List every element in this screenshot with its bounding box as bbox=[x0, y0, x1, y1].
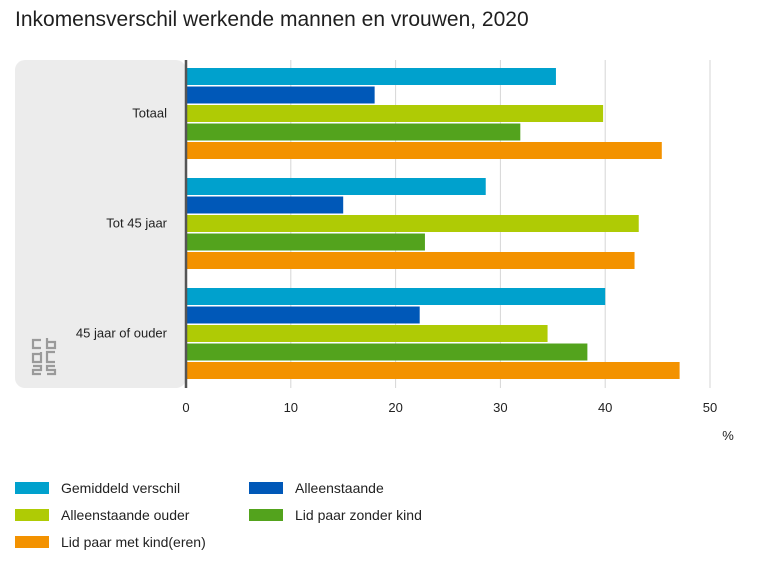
legend-swatch bbox=[249, 509, 283, 521]
category-label: Totaal bbox=[132, 106, 167, 121]
category-panel bbox=[15, 60, 186, 388]
legend-item: Lid paar zonder kind bbox=[249, 507, 422, 523]
chart-title: Inkomensverschil werkende mannen en vrou… bbox=[15, 8, 529, 31]
x-tick-label: 50 bbox=[703, 400, 717, 415]
legend-item: Gemiddeld verschil bbox=[15, 480, 180, 496]
bar-1-1 bbox=[186, 68, 556, 85]
bar-3-4 bbox=[186, 343, 588, 361]
legend-swatch bbox=[15, 509, 49, 521]
legend-swatch bbox=[15, 482, 49, 494]
legend-label: Lid paar zonder kind bbox=[295, 507, 422, 523]
logo-stroke bbox=[31, 364, 43, 376]
bar-1-5 bbox=[186, 142, 662, 159]
bar-2-5 bbox=[186, 252, 635, 269]
legend-item: Alleenstaande bbox=[249, 480, 384, 496]
bar-3-3 bbox=[186, 325, 548, 342]
x-tick-label: 40 bbox=[598, 400, 612, 415]
chart-legend: Gemiddeld verschil Alleenstaande Alleensta… bbox=[15, 480, 755, 560]
bar-3-5 bbox=[186, 362, 680, 379]
legend-label: Gemiddeld verschil bbox=[61, 480, 181, 496]
legend-label: Lid paar met kind(eren) bbox=[61, 534, 206, 550]
legend-label: Alleenstaande ouder bbox=[61, 507, 190, 523]
bar-chart: Totaal Tot 45 jaar 45 jaar of ouder 0 10 20 30… bbox=[15, 60, 734, 443]
bar-2-2 bbox=[186, 196, 344, 214]
logo-stroke bbox=[31, 352, 43, 364]
bar-1-4 bbox=[186, 123, 521, 141]
logo-stroke bbox=[45, 350, 55, 364]
bar-1-3 bbox=[186, 105, 604, 122]
legend-label: Alleenstaande bbox=[295, 480, 384, 496]
x-tick-label: 20 bbox=[388, 400, 402, 415]
legend-item: Alleenstaande ouder bbox=[15, 507, 189, 523]
x-tick-label: 0 bbox=[182, 400, 189, 415]
bar-2-4 bbox=[186, 233, 425, 251]
category-label: 45 jaar of ouder bbox=[76, 326, 168, 341]
legend-swatch bbox=[15, 536, 49, 548]
cbs-logo-icon bbox=[31, 338, 57, 376]
bar-2-1 bbox=[186, 178, 486, 195]
category-label: Tot 45 jaar bbox=[106, 216, 167, 231]
logo-stroke bbox=[45, 364, 57, 376]
legend-swatch bbox=[249, 482, 283, 494]
bar-2-3 bbox=[186, 215, 639, 232]
x-axis-unit-label: % bbox=[722, 428, 734, 443]
logo-stroke bbox=[45, 338, 57, 350]
bar-3-2 bbox=[186, 306, 420, 324]
logo-stroke bbox=[31, 338, 41, 350]
bar-3-1 bbox=[186, 288, 606, 305]
legend-item: Lid paar met kind(eren) bbox=[15, 534, 206, 550]
x-tick-label: 30 bbox=[493, 400, 507, 415]
bar-1-2 bbox=[186, 86, 375, 104]
x-tick-label: 10 bbox=[284, 400, 298, 415]
